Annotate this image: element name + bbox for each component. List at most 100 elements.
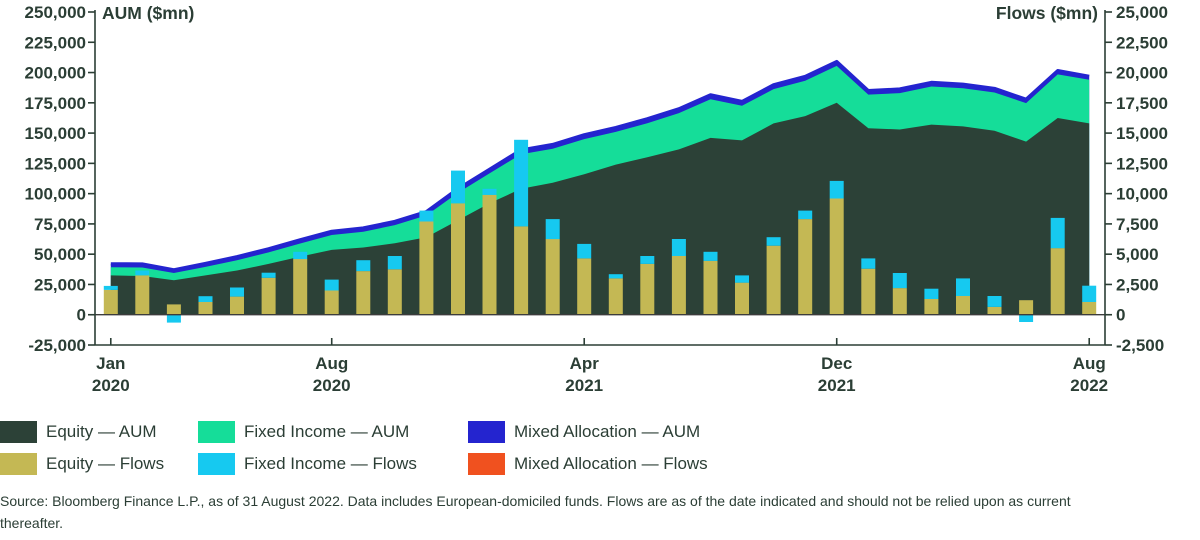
bar-segment — [798, 219, 813, 315]
bar-segment — [419, 221, 434, 315]
left-axis-tick: 25,000 — [34, 275, 86, 294]
bar-segment — [103, 289, 118, 315]
bar-segment — [1082, 302, 1097, 315]
x-axis-tick-year: 2020 — [92, 376, 130, 395]
right-axis-tick: 7,500 — [1116, 215, 1159, 234]
bar-segment — [166, 314, 181, 323]
bar-segment — [1050, 217, 1065, 249]
right-axis-tick: 15,000 — [1116, 124, 1168, 143]
bar-segment — [198, 302, 213, 315]
bar-segment — [892, 273, 907, 289]
bar-segment — [1019, 300, 1034, 315]
right-axis-tick: 25,000 — [1116, 3, 1168, 22]
left-axis-tick: 100,000 — [25, 185, 86, 204]
bar-segment — [324, 279, 339, 291]
bar-segment — [356, 260, 371, 272]
x-axis-tick-year: 2020 — [313, 376, 351, 395]
bar-segment — [735, 275, 749, 283]
right-axis-tick: 2,500 — [1116, 275, 1159, 294]
bar-segment — [324, 290, 339, 315]
bar-segment — [261, 272, 276, 278]
legend-equity-flows: Equity — Flows — [0, 453, 198, 475]
bar-segment — [230, 287, 244, 297]
bar-segment — [924, 299, 939, 315]
bar-segment — [230, 296, 244, 315]
legend-label: Mixed Allocation — Flows — [514, 454, 708, 473]
bar-segment — [703, 260, 718, 315]
source-note: Source: Bloomberg Finance L.P., as of 31… — [0, 493, 1071, 531]
bar-segment — [293, 259, 308, 315]
bar-segment — [482, 188, 497, 195]
legend-row: Equity — Flows Fixed Income — Flows Mixed … — [0, 453, 1200, 475]
left-axis-tick: 225,000 — [25, 33, 86, 52]
bar-segment — [514, 139, 529, 227]
bar-segment — [293, 251, 308, 260]
left-axis-tick: 50,000 — [34, 245, 86, 264]
legend-mixed-allocation-aum: Mixed Allocation — AUM — [468, 421, 700, 443]
bar-segment — [861, 268, 876, 315]
legend-equity-aum: Equity — AUM — [0, 421, 198, 443]
legend-row: Equity — AUM Fixed Income — AUM Mixed Allo… — [0, 421, 1200, 443]
legend-label: Mixed Allocation — AUM — [514, 422, 701, 441]
right-axis-tick: 20,000 — [1116, 64, 1168, 83]
bar-segment — [451, 170, 465, 204]
bar-segment — [514, 226, 529, 315]
bar-segment — [1050, 248, 1065, 315]
right-axis-title: Flows ($mn) — [996, 3, 1098, 23]
x-axis-tick-month: Dec — [821, 354, 852, 373]
left-axis-title: AUM ($mn) — [102, 3, 194, 23]
bar-segment — [482, 194, 497, 315]
bar-segment — [166, 304, 181, 315]
bar-segment — [545, 219, 560, 240]
bar-segment — [261, 277, 276, 315]
bar-segment — [419, 210, 434, 222]
right-axis-tick: 22,500 — [1116, 33, 1168, 52]
bar-segment — [987, 296, 1002, 307]
legend-fixed-income-flows-swatch — [198, 453, 235, 475]
bar-segment — [577, 258, 592, 315]
right-axis-tick: 12,500 — [1116, 154, 1168, 173]
bar-segment — [103, 285, 118, 290]
legend-label: Fixed Income — AUM — [244, 422, 410, 441]
bar-segment — [577, 243, 592, 259]
bar-segment — [640, 256, 655, 264]
bar-segment — [703, 251, 718, 261]
legend-mixed-allocation-flows: Mixed Allocation — Flows — [468, 453, 708, 475]
bar-segment — [956, 278, 970, 296]
axis-tick-labels: 250,000 225,000 200,000 175,000 150,000 125,0… — [25, 3, 1168, 395]
bar-segment — [1082, 285, 1097, 302]
area-equity-aum — [110, 102, 1090, 315]
bar-segment — [608, 278, 623, 315]
legend-label: Fixed Income — Flows — [244, 454, 417, 473]
x-axis-tick-month: Apr — [570, 354, 600, 373]
left-axis-tick: 250,000 — [25, 3, 86, 22]
legend-fixed-income-aum-swatch — [198, 421, 235, 443]
bar-segment — [608, 274, 623, 279]
x-axis-tick-month: Jan — [96, 354, 125, 373]
right-axis-tick: -2,500 — [1116, 336, 1164, 355]
bar-segment — [640, 263, 655, 315]
x-axis-tick-month: Aug — [1073, 354, 1106, 373]
mixed-allocation-aum-line — [110, 59, 1090, 272]
x-axis-tick-year: 2021 — [818, 376, 856, 395]
bar-segment — [861, 258, 876, 269]
right-axis-tick: 0 — [1116, 306, 1125, 325]
right-axis-tick: 10,000 — [1116, 185, 1168, 204]
bar-segment — [766, 245, 781, 315]
aum-area-layer — [110, 59, 1090, 315]
bar-segment — [924, 288, 939, 299]
bar-segment — [956, 296, 970, 315]
bar-segment — [545, 239, 560, 315]
legend-label: Equity — AUM — [46, 422, 157, 441]
bar-segment — [829, 180, 844, 199]
bar-segment — [829, 198, 844, 315]
left-axis-tick: 175,000 — [25, 94, 86, 113]
legend-mixed-allocation-aum-swatch — [468, 421, 505, 443]
right-axis-tick: 17,500 — [1116, 94, 1168, 113]
flows-bar-layer — [103, 139, 1097, 323]
bar-segment — [798, 210, 813, 220]
aum-flows-chart: AUM ($mn) Flows ($mn) 250,000 225,000 200,… — [25, 3, 1168, 395]
bar-segment — [735, 282, 749, 315]
x-axis-tick-month: Aug — [315, 354, 348, 373]
